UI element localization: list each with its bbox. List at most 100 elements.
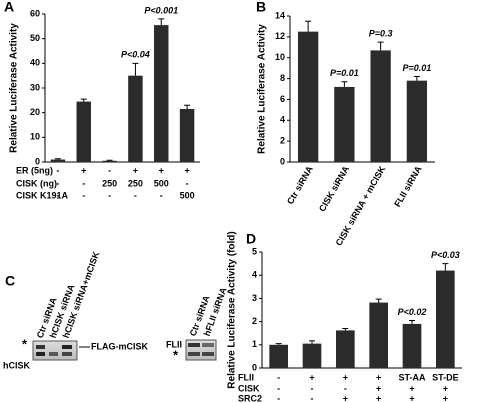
error-bar — [342, 328, 349, 331]
band-label: FLAG-mCISK — [91, 341, 148, 351]
blot-band — [202, 352, 214, 356]
error-bar — [184, 104, 191, 109]
condition-value: + — [376, 383, 381, 393]
condition-value: - — [108, 165, 111, 175]
condition-value: + — [343, 372, 348, 382]
annotation: P<0.04 — [121, 50, 150, 60]
condition-value: - — [134, 190, 137, 200]
panel-label: D — [246, 231, 256, 247]
condition-value: - — [277, 393, 280, 403]
condition-value: ST-AA — [399, 372, 427, 382]
y-tick-label: 0 — [280, 156, 285, 166]
condition-value: - — [56, 178, 59, 188]
error-bar — [275, 343, 282, 345]
y-tick-label: 2 — [252, 316, 257, 326]
star: * — [173, 347, 179, 362]
band-label: FLII — [166, 339, 182, 349]
condition-value: - — [56, 190, 59, 200]
blot-band — [62, 345, 72, 349]
blot-image — [32, 340, 78, 361]
condition-value: + — [81, 165, 86, 175]
bar — [269, 344, 288, 368]
condition-value: - — [277, 383, 280, 393]
bar — [302, 343, 322, 368]
bar — [76, 101, 91, 162]
condition-label: CISK — [238, 383, 260, 393]
y-tick-label: 30 — [30, 82, 40, 92]
error-bar — [132, 62, 139, 76]
bar — [102, 160, 117, 162]
bar — [336, 330, 355, 368]
condition-value: + — [184, 165, 189, 175]
condition-label: SRC2 — [238, 393, 262, 403]
y-tick-label: 3 — [252, 293, 257, 303]
y-axis-label: Relative Luciferase Activity — [257, 24, 268, 154]
condition-label: CISK K191A — [16, 190, 69, 200]
annotation: P<0.02 — [398, 307, 427, 317]
error-bar — [413, 75, 420, 81]
bar — [369, 302, 388, 368]
error-bar — [305, 20, 312, 32]
condition-value: 500 — [180, 190, 195, 200]
y-tick-label: 10 — [275, 52, 285, 62]
y-tick-label: 1 — [252, 339, 257, 349]
error-bar — [158, 18, 165, 26]
condition-value: + — [159, 165, 164, 175]
condition-value: 500 — [154, 178, 169, 188]
x-tick-label: CISK siRNA — [317, 164, 351, 214]
blot-band — [36, 352, 45, 356]
error-bar — [377, 41, 384, 51]
bar — [297, 31, 319, 163]
y-tick-label: 40 — [30, 58, 40, 68]
y-axis-label: Relative Luciferase Activity (fold) — [227, 231, 238, 388]
condition-value: - — [56, 165, 59, 175]
bar — [370, 50, 391, 162]
bar — [402, 323, 422, 368]
condition-value: - — [311, 383, 314, 393]
y-tick-label: 0 — [252, 362, 257, 372]
annotation: P=0.01 — [330, 68, 359, 78]
blot-band — [36, 345, 45, 349]
condition-value: - — [82, 178, 85, 188]
y-tick-label: 20 — [30, 107, 40, 117]
bar — [436, 270, 455, 368]
condition-value: ST-DE — [432, 372, 459, 382]
panel-label: C — [5, 273, 15, 289]
y-tick-label: 60 — [30, 8, 40, 18]
panel-c: C Ctr siRNA hCISK siRNA hCISK siRNA+mCIS… — [3, 250, 229, 371]
annotation: P<0.03 — [431, 250, 460, 260]
y-tick-label: 6 — [280, 94, 285, 104]
bar — [179, 108, 195, 162]
condition-value: + — [343, 393, 348, 403]
error-bar — [442, 263, 449, 271]
y-tick-label: 5 — [252, 246, 257, 256]
condition-value: - — [82, 190, 85, 200]
panel-label: B — [256, 0, 266, 15]
y-tick-label: 10 — [30, 132, 40, 142]
condition-value: - — [186, 178, 189, 188]
condition-value: - — [344, 383, 347, 393]
panel-label: A — [4, 0, 14, 15]
bar — [50, 159, 66, 162]
blot-band — [188, 343, 200, 347]
error-bar — [409, 319, 415, 324]
y-tick-label: 4 — [280, 115, 285, 125]
error-bar — [375, 298, 382, 303]
y-tick-label: 14 — [275, 10, 285, 20]
y-tick-label: 2 — [280, 136, 285, 146]
condition-label: CISK (ng) — [16, 178, 57, 188]
error-bar — [309, 340, 315, 344]
bar — [154, 25, 169, 162]
error-bar — [54, 158, 61, 160]
bar — [334, 86, 355, 162]
blot-band — [202, 343, 214, 347]
condition-value: 250 — [102, 178, 117, 188]
blot-band — [49, 352, 58, 356]
condition-value: + — [309, 372, 314, 382]
condition-value: + — [409, 383, 414, 393]
y-tick-label: 4 — [252, 270, 257, 280]
bar — [406, 80, 428, 162]
condition-value: + — [409, 393, 414, 403]
y-axis-label: Relative Luciferase Activity — [9, 23, 20, 153]
